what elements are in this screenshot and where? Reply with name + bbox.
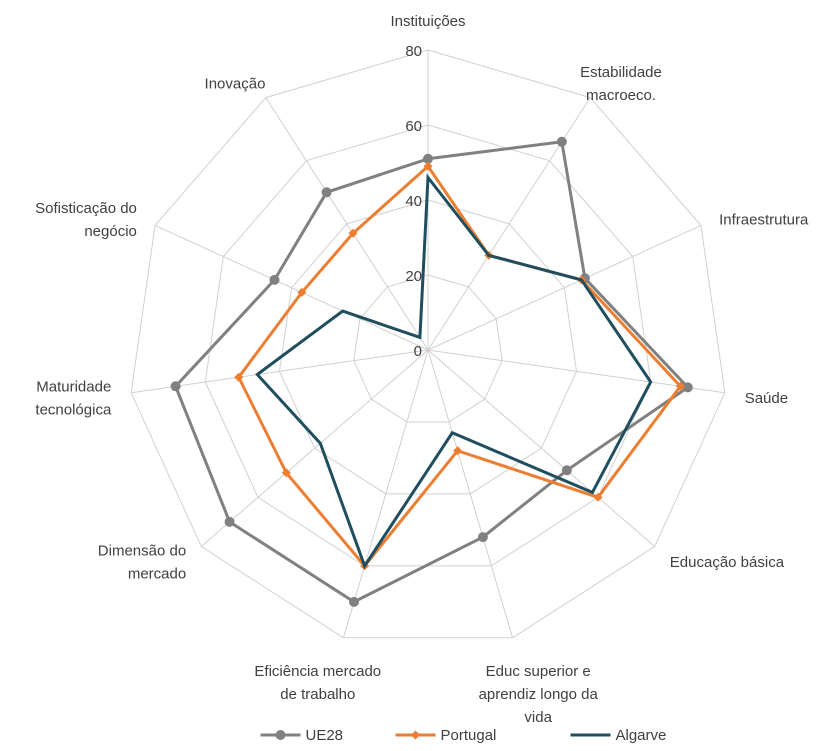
series-ue28 bbox=[170, 136, 693, 607]
data-point bbox=[593, 492, 603, 502]
tick-label-20: 20 bbox=[405, 268, 422, 285]
data-point bbox=[349, 596, 359, 607]
grid-spoke bbox=[427, 349, 513, 638]
grid-ring-20 bbox=[353, 274, 503, 423]
tick-label-40: 40 bbox=[405, 193, 422, 210]
axis-label-1: Estabilidade macroeco. bbox=[580, 64, 662, 104]
series-algarve bbox=[255, 173, 653, 570]
data-point bbox=[234, 372, 244, 382]
axis-label-2: Infraestrutura bbox=[719, 212, 809, 229]
legend-label: Algarve bbox=[616, 727, 667, 744]
grid-spoke bbox=[343, 349, 429, 638]
series-portugal bbox=[234, 161, 685, 571]
radar-axis-labels: Instituições Estabilidade macroeco. Infraes… bbox=[35, 13, 809, 726]
legend-label: UE28 bbox=[306, 727, 344, 744]
axis-label-5: Educ superior e aprendiz longo da vida bbox=[479, 663, 599, 726]
grid-ring-80 bbox=[130, 49, 726, 639]
data-point bbox=[224, 516, 235, 527]
data-point bbox=[675, 381, 685, 391]
series-line-algarve bbox=[255, 173, 653, 570]
tick-label-60: 60 bbox=[405, 118, 422, 135]
grid-spoke bbox=[131, 349, 429, 394]
axis-label-4: Educação básica bbox=[670, 554, 785, 571]
radar-series bbox=[170, 136, 693, 607]
axis-label-0: Instituições bbox=[390, 13, 465, 30]
axis-label-7: Dimensão do mercado bbox=[98, 543, 186, 583]
axis-label-9: Sofisticação do negócio bbox=[35, 200, 137, 240]
data-point bbox=[477, 532, 488, 543]
grid-spoke bbox=[427, 349, 725, 394]
grid-spoke bbox=[427, 224, 702, 351]
axis-label-8: Maturidade tecnológica bbox=[35, 379, 112, 419]
grid-spoke bbox=[200, 349, 429, 547]
tick-label-80: 80 bbox=[405, 43, 422, 60]
axis-label-10: Inovação bbox=[205, 75, 266, 92]
data-point bbox=[561, 465, 572, 476]
grid-ring-40 bbox=[278, 199, 578, 495]
data-point bbox=[423, 161, 433, 171]
grid-spoke bbox=[265, 97, 429, 351]
data-point bbox=[269, 274, 280, 285]
data-point bbox=[281, 468, 291, 478]
axis-label-3: Saúde bbox=[745, 390, 788, 407]
data-point bbox=[556, 136, 567, 147]
legend-item-portugal: Portugal bbox=[395, 727, 497, 744]
legend-label: Portugal bbox=[441, 727, 497, 744]
data-point bbox=[423, 153, 433, 164]
grid-spoke bbox=[154, 224, 429, 351]
tick-label-0: 0 bbox=[414, 343, 422, 360]
axis-label-6: Eficiência mercado de trabalho bbox=[254, 663, 381, 703]
data-point bbox=[682, 382, 693, 393]
data-point bbox=[321, 187, 332, 198]
grid-spoke bbox=[427, 97, 591, 351]
grid-spoke bbox=[427, 349, 656, 547]
data-point bbox=[170, 381, 181, 392]
series-line-ue28 bbox=[173, 140, 691, 604]
data-point bbox=[453, 446, 463, 456]
chart-legend: UE28 Portugal Algarve bbox=[260, 727, 667, 744]
radar-grid bbox=[130, 49, 726, 639]
radar-tick-labels: 0 20 40 60 80 bbox=[405, 43, 422, 360]
legend-marker bbox=[275, 730, 286, 740]
legend-item-ue28: UE28 bbox=[260, 727, 344, 744]
data-point bbox=[297, 287, 307, 297]
legend-marker bbox=[411, 730, 420, 740]
legend-item-algarve: Algarve bbox=[570, 727, 667, 744]
data-point bbox=[348, 228, 358, 238]
